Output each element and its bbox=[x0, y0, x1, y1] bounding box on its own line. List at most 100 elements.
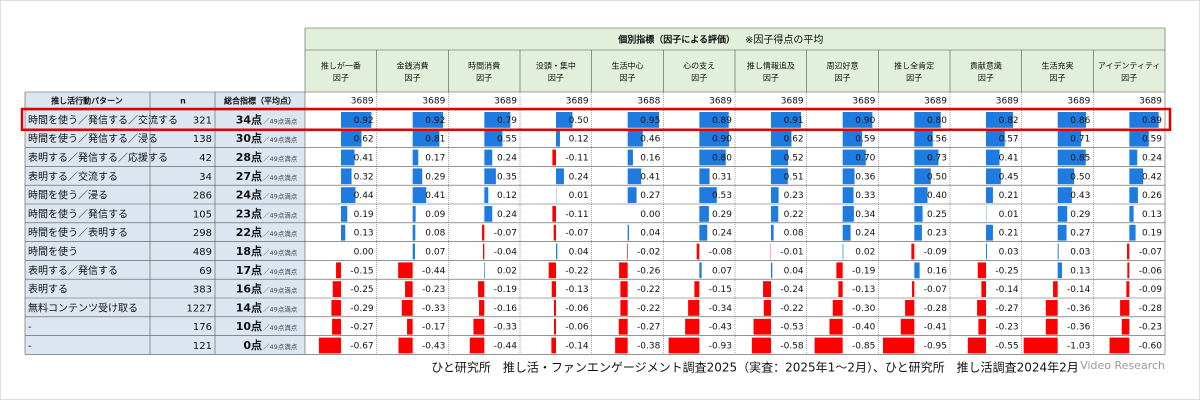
data-bar bbox=[843, 187, 854, 203]
data-bar bbox=[554, 319, 556, 335]
data-bar bbox=[699, 168, 709, 184]
score: 23点 bbox=[236, 206, 262, 220]
data-bar bbox=[628, 168, 642, 184]
value-label: -0.11 bbox=[565, 154, 588, 164]
data-bar bbox=[333, 281, 341, 297]
value-label: -0.93 bbox=[709, 342, 732, 352]
source: ひと研究所 推し活・ファンエンゲージメント調査2025（実査：2025年1～2月… bbox=[431, 360, 1079, 375]
data-bar bbox=[1127, 244, 1129, 260]
value-label: 0.46 bbox=[640, 135, 660, 145]
value-label: 0.50 bbox=[1070, 172, 1090, 182]
value-label: 0.80 bbox=[927, 116, 947, 126]
value-label: 0.24 bbox=[1142, 154, 1162, 164]
data-bar bbox=[986, 225, 993, 241]
factor-name: 周辺好意 bbox=[827, 61, 859, 71]
data-bar bbox=[1058, 244, 1059, 260]
score-unit: ／49点満点 bbox=[263, 305, 298, 313]
value-label: 0.04 bbox=[784, 266, 804, 276]
data-bar bbox=[620, 300, 627, 316]
data-bar bbox=[1058, 206, 1068, 222]
data-bar bbox=[914, 262, 919, 278]
data-bar bbox=[336, 262, 341, 278]
factor-suffix: 因子 bbox=[405, 74, 421, 83]
value-label: 0.71 bbox=[1070, 135, 1090, 145]
value-label: 0.57 bbox=[999, 135, 1019, 145]
value-label: -0.15 bbox=[350, 266, 373, 276]
data-bar bbox=[484, 206, 492, 222]
value-label: 0.51 bbox=[784, 172, 804, 182]
data-bar bbox=[484, 187, 488, 203]
value-label: 0.24 bbox=[497, 154, 517, 164]
pattern: 時間を使う／発信する／浸る bbox=[28, 132, 158, 145]
data-bar bbox=[685, 319, 699, 335]
value-label: 0.16 bbox=[927, 266, 947, 276]
score: 18点 bbox=[236, 244, 262, 258]
data-bar bbox=[556, 168, 564, 184]
value-label: -0.09 bbox=[1139, 285, 1163, 295]
n-value: 321 bbox=[193, 115, 212, 126]
data-bar bbox=[901, 319, 915, 335]
factor-suffix: 因子 bbox=[978, 74, 994, 83]
factor-suffix: 因子 bbox=[620, 74, 636, 83]
value-label: -0.41 bbox=[924, 323, 947, 333]
data-bar bbox=[905, 300, 914, 316]
data-bar bbox=[402, 300, 413, 316]
value-label: -0.36 bbox=[1067, 304, 1091, 314]
value-label: -0.04 bbox=[494, 248, 518, 258]
value-label: 0.27 bbox=[1070, 229, 1090, 239]
data-bar bbox=[398, 338, 412, 354]
pattern: 時間を使う／表明する bbox=[28, 226, 128, 239]
data-bar bbox=[771, 206, 778, 222]
value-label: 0.34 bbox=[855, 210, 875, 220]
value-label: 0.55 bbox=[497, 135, 517, 145]
value-label: -0.22 bbox=[637, 304, 660, 314]
value-label: -0.33 bbox=[494, 323, 517, 333]
value-label: -0.06 bbox=[565, 323, 589, 333]
value-label: 0.04 bbox=[569, 248, 589, 258]
value-label: 0.89 bbox=[712, 116, 732, 126]
value-label: 0.62 bbox=[784, 135, 804, 145]
data-bar bbox=[986, 187, 993, 203]
value-label: -0.60 bbox=[1139, 342, 1163, 352]
data-bar bbox=[1058, 225, 1067, 241]
value-label: -0.23 bbox=[422, 285, 445, 295]
logo: Video Research bbox=[1080, 359, 1165, 372]
data-bar bbox=[1058, 262, 1062, 278]
value-label: 0.86 bbox=[1070, 116, 1090, 126]
data-bar bbox=[341, 168, 352, 184]
data-bar bbox=[1129, 187, 1138, 203]
value-label: 0.27 bbox=[640, 191, 660, 201]
data-bar bbox=[554, 225, 556, 241]
factor-name: 金銭消費 bbox=[397, 61, 429, 71]
data-bar bbox=[331, 300, 341, 316]
value-label: 0.13 bbox=[1142, 210, 1162, 220]
value-label: 0.25 bbox=[927, 210, 947, 220]
value-label: 0.08 bbox=[425, 229, 445, 239]
value-label: 0.24 bbox=[855, 229, 875, 239]
value-label: 0.53 bbox=[712, 191, 732, 201]
data-bar bbox=[552, 206, 556, 222]
value-label: -0.15 bbox=[709, 285, 732, 295]
value-label: -0.22 bbox=[637, 285, 660, 295]
data-bar bbox=[771, 262, 772, 278]
factor-suffix: 因子 bbox=[763, 74, 779, 83]
value-label: 0.02 bbox=[497, 266, 517, 276]
factor-name: 生活中心 bbox=[612, 61, 644, 71]
score: 16点 bbox=[236, 282, 262, 296]
value-label: 0.41 bbox=[999, 154, 1019, 164]
value-label: 0.36 bbox=[855, 172, 875, 182]
factor-n: 3689 bbox=[852, 97, 875, 107]
value-label: 0.62 bbox=[354, 135, 374, 145]
value-label: -0.14 bbox=[995, 285, 1019, 295]
n-header: n bbox=[180, 97, 186, 106]
data-bar bbox=[552, 150, 556, 166]
data-bar bbox=[771, 225, 774, 241]
value-label: -0.23 bbox=[995, 323, 1018, 333]
score-unit: ／49点満点 bbox=[263, 211, 298, 219]
factor-suffix: 因子 bbox=[1050, 74, 1066, 83]
value-label: 0.03 bbox=[1070, 248, 1090, 258]
score-unit: ／49点満点 bbox=[263, 193, 298, 201]
value-label: 0.04 bbox=[640, 229, 660, 239]
value-label: 0.29 bbox=[712, 210, 732, 220]
value-label: 0.52 bbox=[784, 154, 804, 164]
